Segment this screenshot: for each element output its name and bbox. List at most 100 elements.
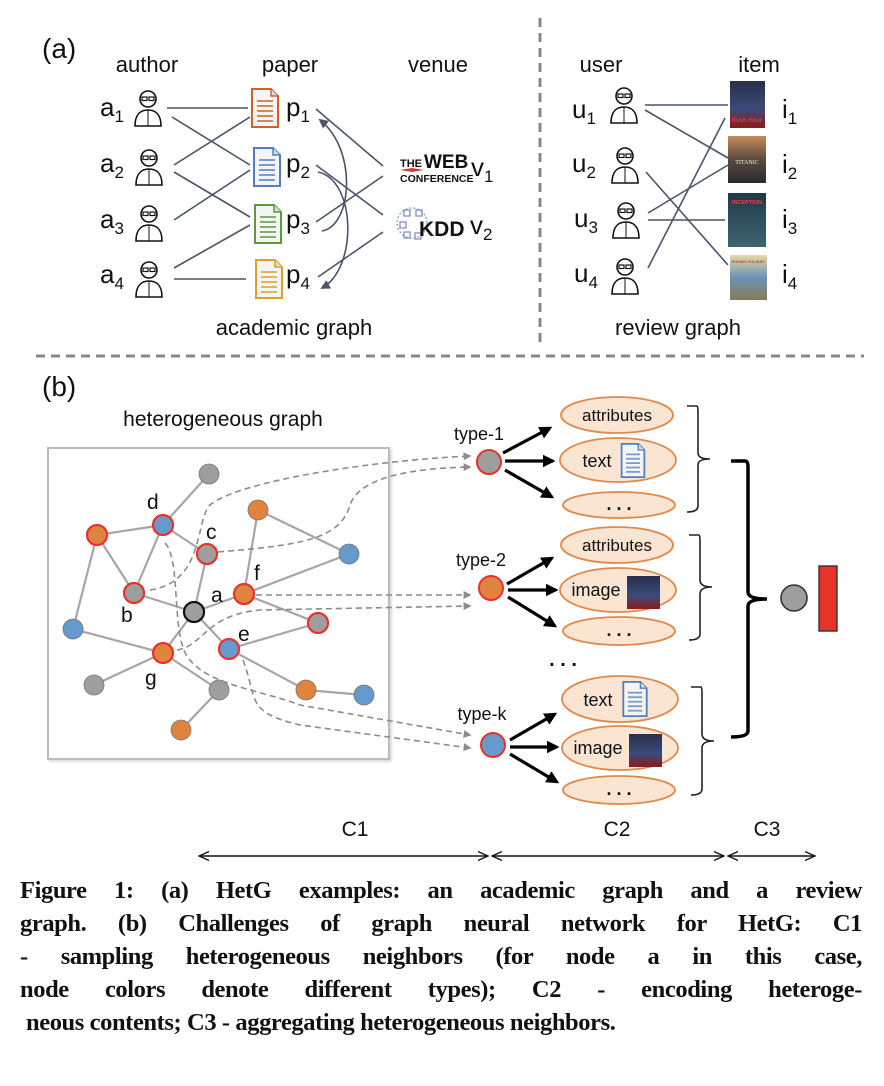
poster-rush-hour: Rush Hour [730,81,765,128]
paper-doc-icon [251,88,279,128]
review-graph-caption: review graph [615,315,741,340]
type-k-label: type-k [457,704,507,724]
target-node-a [182,600,206,624]
content-attributes [560,396,674,434]
poster-title: ROMAN HOLIDAY [731,259,765,264]
more-types-ellipsis: . . . [549,649,577,671]
graph-edge [242,509,260,595]
logo-text-kdd: KDD [419,218,465,241]
graph-node-orange [151,641,175,665]
edge-p1-v1 [315,108,384,167]
content-label: attributes [582,536,652,555]
logo-text-the: THE [400,158,422,170]
paper-doc-icon [253,147,281,187]
user-icon [612,202,640,239]
content-brace-type-k [690,686,715,796]
arrow [506,556,555,586]
graph-node-gray [208,679,230,701]
user-label-u1: u1 [572,94,596,128]
paper-label-p1: p1 [286,92,310,126]
item-nodes: Rush Hour TITANIC INCEPTION ROMAN HOLIDA… [728,81,797,300]
graph-edge [243,552,350,596]
poster-title: TITANIC [735,160,759,166]
item-header: item [738,52,780,77]
graph-node-orange [247,499,269,521]
paper-doc-icon [255,259,283,299]
graph-node-gray [122,581,146,605]
venue-header: venue [408,52,468,77]
graph-node-gray [83,674,105,696]
arrow [509,712,558,742]
graph-node-orange [232,582,256,606]
content-label: text [583,690,612,710]
content-label: text [582,451,611,471]
paper-doc-icon [254,204,282,244]
caption-line: graph. (b) Challenges of graph neural ne… [20,910,862,937]
graph-nodes [62,463,375,741]
citation-arrow-p3-p1 [318,118,348,232]
type-2-node [478,575,504,601]
graph-edge [132,524,165,594]
graph-edge [71,534,99,630]
venue-web-conference-logo: THE WEB CONFERENCE [400,152,474,185]
content-more [562,491,676,519]
graph-edge [93,652,164,686]
content-brace-type-1 [686,405,711,513]
sampling-path-d-typek [164,542,472,738]
venue-label-v2: v2 [470,210,492,244]
type-1-label: type-1 [454,424,504,444]
caption-line: neous contents; C3 - aggregating heterog… [26,1009,616,1036]
user-label-u2: u2 [572,148,596,182]
user-label-u4: u4 [574,258,598,292]
node-label-d: d [147,491,159,514]
aggregated-node [780,584,808,612]
type-1-node [476,449,502,475]
graph-node-orange [85,523,109,547]
graph-edge [257,509,350,555]
item-label-i4: i4 [782,259,797,293]
author-label-a2: a2 [100,148,124,182]
edge-a3-p2 [173,169,251,221]
node-label-g: g [145,667,157,690]
content-attributes [560,526,674,564]
venue-kdd-logo: KDD [396,207,465,241]
output-embedding [818,565,838,632]
figure-caption: Figure 1: (a) HetG examples: an academic… [20,874,862,1039]
graph-edge [228,648,307,691]
content-label: image [571,580,620,600]
graph-edge [162,652,220,691]
author-label-a4: a4 [100,259,124,293]
challenge-c2-label: C2 [604,818,631,841]
user-label-u3: u3 [574,203,598,237]
paper-label-p2: p2 [286,148,310,182]
academic-edges [167,107,384,289]
academic-graph-caption: academic graph [216,315,373,340]
part-a-label: (a) [42,33,76,64]
content-label: . . . [606,620,631,640]
author-label-a3: a3 [100,204,124,238]
content-more [562,775,676,805]
node-label-f: f [254,562,260,585]
content-label: . . . [606,494,631,514]
edge-p4-v2 [317,231,384,278]
graph-node-labels: a b c d e f g [121,491,260,690]
sampling-path-e-typek [242,659,472,752]
poster-titanic: TITANIC [728,136,766,183]
caption-line: - sampling heterogeneous neighbors (for … [20,943,862,970]
graph-node-blue [217,637,241,661]
sampling-path-b-type1 [149,452,472,591]
poster-inception: INCEPTION [728,193,766,247]
graph-title: heterogeneous graph [123,408,323,431]
image-thumbnail [629,734,662,767]
user-header: user [580,52,623,77]
poster-title: Rush Hour [732,118,763,124]
edge-u1-i2 [644,109,729,159]
node-label-a: a [211,584,223,607]
graph-edge [96,523,164,537]
content-text [561,675,679,723]
paper-nodes: p1 p2 p3 p4 [251,88,310,299]
author-icon [134,90,162,127]
graph-edge [162,473,210,526]
edge-u2-i4 [645,171,729,266]
